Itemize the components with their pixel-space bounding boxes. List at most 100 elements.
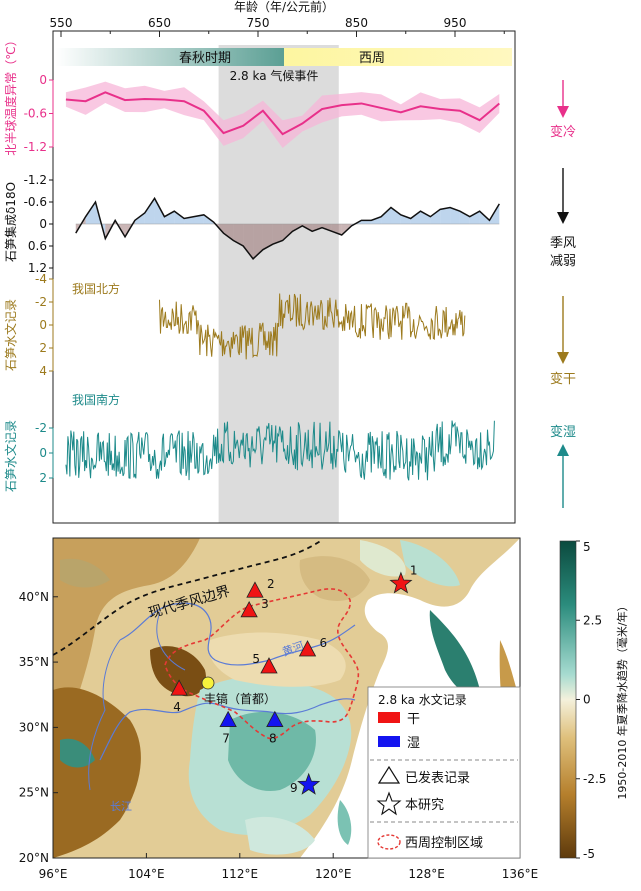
legend-title: 2.8 ka 水文记录 [378, 692, 467, 707]
ylabel-temperature: 北半球温度异常（℃） [3, 34, 18, 155]
site-label: 6 [320, 636, 328, 650]
monsoon-boundary [53, 539, 323, 656]
capital-marker: 丰镐（首都） [201, 676, 276, 706]
y-axis-tick-label: -0.6 [24, 195, 47, 209]
site-triangle-icon [240, 600, 258, 618]
yangtze-label: 长江 [110, 800, 132, 813]
site-star-icon [297, 772, 321, 795]
map-y-tick-label: 30°N [19, 720, 49, 734]
y-axis-tick-label: 0 [39, 446, 47, 460]
legend-wet-swatch [378, 736, 400, 747]
y-axis-tick-label: 0 [39, 217, 47, 231]
site-label: 1 [410, 564, 418, 578]
site-triangle-icon [170, 679, 188, 696]
map-legend: 2.8 ka 水文记录 干 湿 已发表记录 本研究 西周控制区域 [367, 686, 521, 859]
site-label: 8 [269, 732, 277, 746]
map-x-tick-label: 136°E [502, 867, 539, 881]
site-label: 9 [290, 781, 298, 795]
ylabel-d18o: 石笋集成δ18O [3, 182, 18, 262]
arrow-down-icon [557, 106, 569, 118]
d18o-fill-segment [85, 202, 96, 224]
map-y-tick-label: 25°N [19, 786, 49, 800]
period-bar-chunqiu [56, 48, 284, 66]
annotation-drying-text: 变干 [550, 371, 576, 387]
y-axis-tick-label: 2 [39, 341, 47, 355]
top-axis-tick-label: 550 [50, 16, 73, 30]
legend-published-text: 已发表记录 [405, 770, 470, 786]
d18o-fill-segment [371, 216, 382, 224]
d18o-line [75, 196, 500, 260]
period-bar-xizhou [284, 48, 512, 66]
panel-d18o: -1.2 -0.6 0 0.6 1.2 [24, 173, 500, 275]
d18o-fill-segment [420, 211, 431, 224]
ylabel-south: 石笋水文记录 [3, 420, 18, 492]
d18o-fill-segment [322, 224, 332, 232]
colorbar-tick-label: 0 [583, 693, 591, 707]
legend-this-study-text: 本研究 [405, 798, 444, 813]
event-label: 2.8 ka 气候事件 [230, 68, 319, 83]
top-axis-tick-label: 650 [148, 16, 171, 30]
period-label-chunqiu: 春秋时期 [179, 51, 231, 66]
map-x-tick-label: 96°E [39, 867, 68, 881]
d18o-fill-segment [262, 224, 273, 250]
capital-label: 丰镐（首都） [204, 691, 276, 706]
y-axis-tick-label: 0 [39, 73, 47, 87]
y-axis-tick-label: -2 [35, 295, 47, 309]
panel-temperature: 0 -0.6 -1.2 [24, 73, 500, 154]
site-triangle-icon [298, 640, 317, 657]
chart-frame [52, 30, 516, 524]
d18o-fill-segment [154, 198, 165, 224]
top-axis-tick-label: 850 [345, 16, 368, 30]
period-label-xizhou: 西周 [359, 51, 385, 66]
arrow-down-icon [557, 212, 569, 224]
south-hydro-line [65, 420, 495, 481]
legend-control-text: 西周控制区域 [405, 836, 483, 851]
site-label: 2 [267, 577, 275, 591]
site-triangle-icon [219, 710, 237, 727]
colorbar-tick-label: 5 [583, 540, 591, 554]
map-x-tick-label: 120°E [315, 867, 352, 881]
yellow-river [119, 602, 356, 666]
colorbar-tick-label: -2.5 [583, 772, 606, 786]
d18o-fill-segment [440, 207, 451, 224]
site-label: 4 [173, 700, 181, 714]
d18o-fill-segment [410, 211, 421, 224]
site-label: 7 [222, 732, 230, 746]
d18o-fill-segment [450, 207, 460, 224]
annotation-monsoon: 季风 减弱 [550, 168, 576, 269]
site-star-icon [389, 571, 413, 594]
triangle-icon [377, 765, 401, 784]
d18o-fill-segment [469, 211, 480, 224]
d18o-fill-segment [243, 224, 254, 259]
panel-south-hydro: -2 0 2 [35, 420, 495, 485]
d18o-fill-segment [459, 211, 470, 224]
top-axis-tick-label: 750 [247, 16, 270, 30]
map-y-tick-label: 35°N [19, 655, 49, 669]
colorbar: 5 2.5 0 -2.5 -5 1950-2010 年夏季降水趋势（毫米/年） [559, 540, 629, 861]
legend-dry-swatch [378, 712, 400, 723]
map: 96°E 104°E 112°E 120°E 128°E 136°E 40°N 35°N 30°… [19, 537, 629, 881]
y-axis-tick-label: 4 [39, 364, 47, 378]
top-axis-tick-label: 950 [444, 16, 467, 30]
map-sites: 1 2 3 4 5 6 7 8 9 [170, 564, 418, 795]
d18o-fill-segment [272, 224, 283, 245]
d18o-fill-segment [282, 224, 293, 241]
y-axis-tick-label: -1.2 [24, 173, 47, 187]
y-axis-tick-label: 2 [39, 471, 47, 485]
legend-dry-text: 干 [407, 712, 420, 727]
map-x-tick-label: 112°E [222, 867, 259, 881]
annotation-wetting: 变湿 [550, 424, 576, 508]
annotation-drying: 变干 [550, 296, 576, 387]
colorbar-ticks: 5 2.5 0 -2.5 -5 [576, 540, 606, 861]
top-chart: 550 650 750 850 950 年龄（年/公元前） 春秋时期 西周 2.8 ka… [3, 0, 576, 524]
d18o-fill-segment [144, 198, 155, 224]
map-y-tick-label: 40°N [19, 590, 49, 604]
annotation-cooling: 变冷 [550, 80, 576, 140]
yangtze-river [99, 698, 356, 761]
d18o-fill-segment [193, 214, 204, 224]
temperature-uncertainty-band [65, 81, 500, 149]
d18o-fill-segment [233, 224, 244, 246]
arrow-down-icon [557, 352, 569, 364]
d18o-fill-segment [430, 209, 441, 224]
